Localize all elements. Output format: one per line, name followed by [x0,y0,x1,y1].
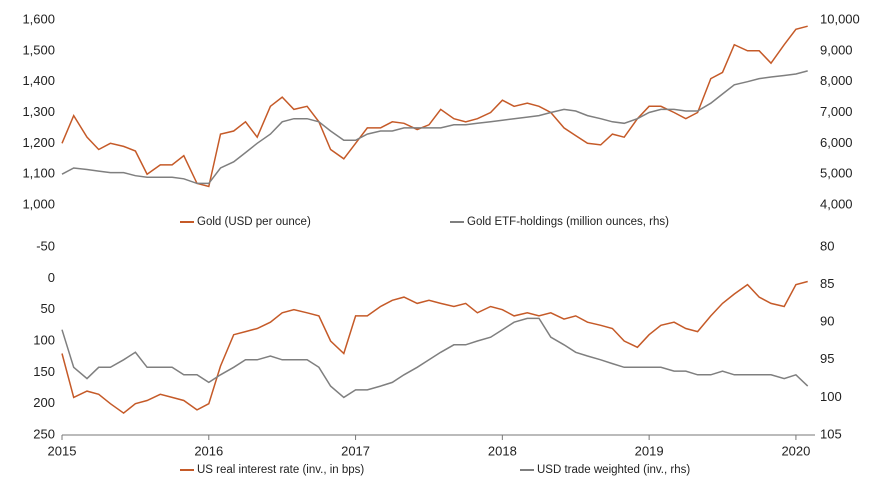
y2-tick-label: 90 [820,314,834,329]
x-tick-label: 2018 [488,443,517,458]
series-line [61,317,809,399]
y-tick-label: 1,300 [22,104,55,119]
y-tick-label: 1,100 [22,166,55,181]
legend-label: USD trade weighted (inv., rhs) [537,464,690,476]
x-tick-label: 2019 [635,443,664,458]
y2-tick-label: 7,000 [820,104,853,119]
y2-tick-label: 100 [820,389,842,404]
series-line [61,280,808,415]
y-tick-label: 1,600 [22,11,55,26]
y-tick-label: 1,400 [22,73,55,88]
y2-tick-label: 4,000 [820,196,853,211]
y2-tick-label: 9,000 [820,42,853,57]
y2-tick-label: 5,000 [820,166,853,181]
y-tick-label: 50 [41,301,55,316]
y-tick-label: 1,000 [22,196,55,211]
x-tick-label: 2020 [781,443,810,458]
x-tick-label: 2015 [48,443,77,458]
y2-tick-label: 6,000 [820,135,853,150]
y-tick-label: 1,500 [22,42,55,57]
legend-label: Gold ETF-holdings (million ounces, rhs) [467,216,669,228]
y-tick-label: 150 [33,364,55,379]
y2-tick-label: 85 [820,276,834,291]
y2-tick-label: 80 [820,238,834,253]
y2-tick-label: 105 [820,426,842,441]
legend-label: Gold (USD per ounce) [197,216,311,228]
x-tick-label: 2016 [194,443,223,458]
y2-tick-label: 10,000 [820,11,860,26]
legend-label: US real interest rate (inv., in bps) [197,464,364,476]
y-tick-label: 1,200 [22,135,55,150]
y-tick-label: 250 [33,426,55,441]
y2-tick-label: 8,000 [820,73,853,88]
y-tick-label: 0 [48,270,55,285]
series-line [61,25,808,188]
y-tick-label: 200 [33,395,55,410]
x-tick-label: 2017 [341,443,370,458]
y-tick-label: 100 [33,332,55,347]
series-line [61,70,808,185]
y-tick-label: -50 [36,238,55,253]
y2-tick-label: 95 [820,351,834,366]
